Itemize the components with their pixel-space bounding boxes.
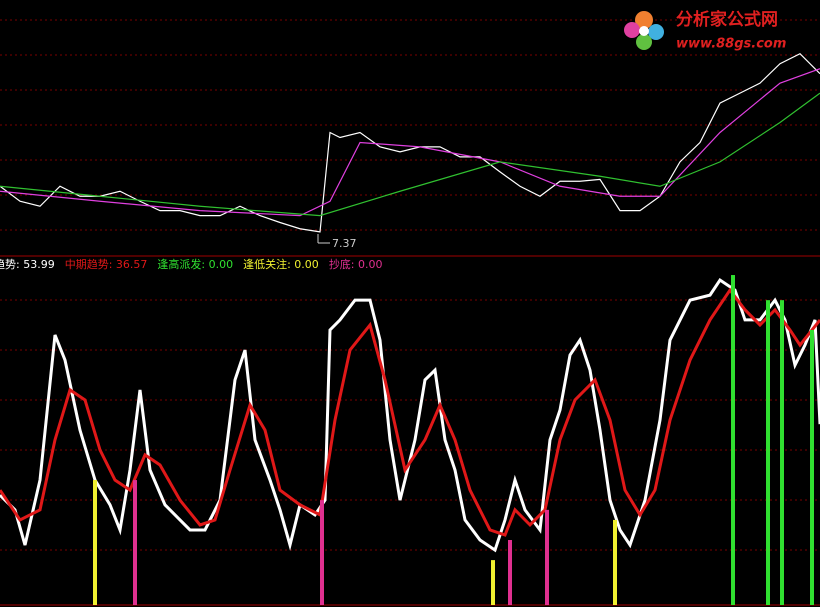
signal-bar xyxy=(491,560,495,605)
legend-entry: 中期趋势: 36.57 xyxy=(65,258,148,271)
watermark: 分析家公式网 www.88gs.com xyxy=(624,9,786,52)
signal-bar xyxy=(731,275,735,605)
series-line xyxy=(0,53,820,233)
signal-bar xyxy=(766,300,770,605)
signal-bar xyxy=(810,329,814,605)
low-annotation: 7.37 xyxy=(332,237,357,250)
signal-bar xyxy=(93,480,97,605)
signal-bar xyxy=(508,540,512,605)
signal-bar xyxy=(545,509,549,605)
signal-bar xyxy=(780,300,784,605)
signal-bar xyxy=(613,519,617,605)
legend-entry: 趋势: 53.99 xyxy=(0,258,55,271)
legend-entry: 抄底: 0.00 xyxy=(329,257,383,271)
watermark-url: www.88gs.com xyxy=(676,37,786,52)
legend-entry: 逢低关注: 0.00 xyxy=(243,257,319,271)
signal-bar xyxy=(133,480,137,605)
signal-bar xyxy=(320,500,324,605)
watermark-title: 分析家公式网 xyxy=(676,9,778,30)
legend: 趋势: 53.99 中期趋势: 36.57 逢高派发: 0.00 逢低关注: 0.00… xyxy=(0,257,383,271)
grid xyxy=(0,19,820,551)
series-line xyxy=(0,68,820,217)
series-line xyxy=(0,92,820,217)
legend-entry: 逢高派发: 0.00 xyxy=(157,257,233,271)
series-line xyxy=(0,277,820,553)
series-line xyxy=(0,287,820,537)
